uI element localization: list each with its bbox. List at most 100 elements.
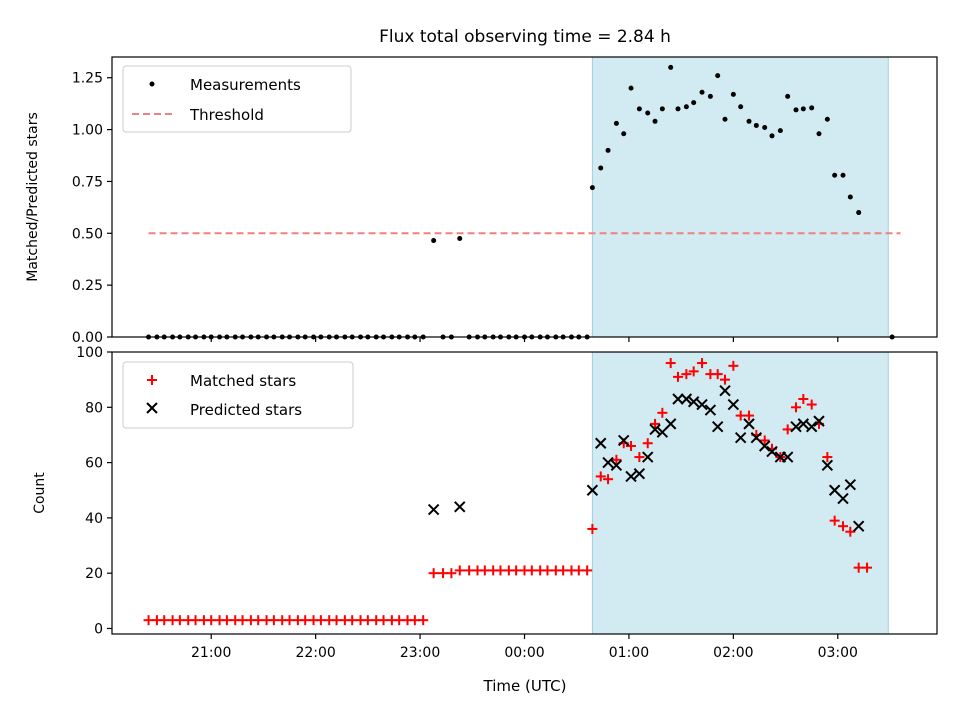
predicted-star-marker xyxy=(642,451,654,463)
predicted-star-marker xyxy=(727,398,740,411)
matched-star-marker xyxy=(159,615,170,626)
bottom-y-tick-label: 20 xyxy=(85,566,103,582)
top-y-tick-label: 0.00 xyxy=(72,330,103,346)
measurement-point xyxy=(645,110,651,116)
legend-threshold-label: Threshold xyxy=(189,106,264,124)
predicted-star-marker xyxy=(586,484,599,496)
predicted-star-marker xyxy=(649,423,661,436)
x-tick-label: 01:00 xyxy=(609,645,649,661)
matched-star-marker xyxy=(822,452,833,463)
matched-star-marker xyxy=(582,565,593,576)
matched-star-marker xyxy=(454,565,465,576)
matched-star-marker xyxy=(657,407,668,418)
predicted-star-marker xyxy=(790,420,802,433)
x-tick-label: 23:00 xyxy=(400,645,440,661)
bottom-y-tick-label: 100 xyxy=(76,345,103,361)
bottom-legend: Matched stars Predicted stars xyxy=(122,361,354,429)
legend-matched-label: Matched stars xyxy=(190,372,296,390)
measurement-point xyxy=(707,93,713,99)
matched-star-marker xyxy=(642,438,653,449)
matched-star-marker xyxy=(681,369,692,380)
matched-star-marker xyxy=(845,526,856,537)
matched-star-marker xyxy=(712,369,723,380)
matched-star-marker xyxy=(759,435,770,446)
measurement-point xyxy=(675,106,681,112)
predicted-star-marker xyxy=(625,470,637,483)
matched-star-marker xyxy=(495,565,506,576)
matched-star-marker xyxy=(838,521,849,532)
matched-star-marker xyxy=(446,568,457,579)
predicted-star-marker xyxy=(797,418,810,430)
matched-star-marker xyxy=(253,615,264,626)
matched-star-marker xyxy=(587,523,598,534)
predicted-star-marker xyxy=(664,418,677,430)
bottom-y-tick-label: 40 xyxy=(85,511,103,527)
matched-star-marker xyxy=(511,565,522,576)
top-panel: 0.00 0.25 0.50 0.75 1.00 1.25 Matched/Predict… xyxy=(25,56,938,346)
observing-interval-shade-bottom xyxy=(591,352,889,634)
measurement-point xyxy=(816,131,822,137)
measurement-point xyxy=(785,93,791,99)
chart-title: Flux total observing time = 2.84 h xyxy=(379,27,671,47)
matched-star-marker xyxy=(688,366,699,377)
matched-star-marker xyxy=(268,615,279,626)
matched-star-marker xyxy=(744,410,755,421)
matched-stars-points xyxy=(143,358,873,626)
predicted-star-marker xyxy=(618,434,630,447)
measurement-point xyxy=(715,73,721,79)
measurement-point xyxy=(598,165,604,171)
predicted-star-marker xyxy=(687,396,700,408)
matched-star-marker xyxy=(782,424,793,435)
matched-star-marker xyxy=(438,568,449,579)
measurement-point xyxy=(777,128,783,134)
measurement-point xyxy=(738,104,744,110)
measurement-point xyxy=(683,104,689,110)
predicted-star-marker xyxy=(719,384,731,397)
top-y-tick-label: 1.25 xyxy=(72,71,103,87)
bottom-y-tick-label: 60 xyxy=(85,456,103,472)
matched-star-marker xyxy=(735,410,746,421)
matched-star-marker xyxy=(611,454,622,465)
measurement-point xyxy=(746,118,752,124)
measurement-point xyxy=(793,107,799,113)
predicted-star-marker xyxy=(734,431,747,444)
matched-star-marker xyxy=(862,562,873,573)
predicted-star-marker xyxy=(766,445,778,458)
x-tick-label: 21:00 xyxy=(191,645,231,661)
predicted-star-marker xyxy=(672,393,684,405)
top-y-axis-label: Matched/Predicted stars xyxy=(25,112,41,282)
predicted-star-marker xyxy=(602,456,614,469)
predicted-star-marker xyxy=(837,492,849,505)
matched-star-marker xyxy=(190,615,201,626)
measurement-point xyxy=(800,106,806,112)
x-axis-label: Time (UTC) xyxy=(483,677,567,695)
predicted-star-marker xyxy=(427,503,440,516)
measurement-point xyxy=(613,120,619,126)
measurement-point xyxy=(457,235,463,241)
predicted-star-marker xyxy=(805,420,818,433)
measurement-point xyxy=(636,106,642,112)
matched-star-marker xyxy=(409,615,420,626)
matched-star-marker xyxy=(315,615,326,626)
matched-star-marker xyxy=(464,565,475,576)
predicted-star-marker xyxy=(704,404,717,416)
matched-star-marker xyxy=(595,471,606,482)
matched-star-marker xyxy=(394,615,405,626)
measurement-point xyxy=(605,147,611,153)
x-tick-label: 02:00 xyxy=(713,645,753,661)
matched-star-marker xyxy=(284,615,295,626)
measurement-point xyxy=(840,172,846,178)
predicted-star-marker xyxy=(633,467,646,480)
predicted-star-marker xyxy=(696,398,708,411)
matched-star-marker xyxy=(526,565,537,576)
matched-star-marker xyxy=(206,615,217,626)
predicted-star-marker xyxy=(781,451,794,463)
matched-star-marker xyxy=(665,358,676,369)
matched-star-marker xyxy=(221,615,232,626)
measurement-point xyxy=(762,125,768,131)
matched-star-marker xyxy=(853,562,864,573)
measurement-point xyxy=(691,100,697,106)
matched-star-marker xyxy=(558,565,569,576)
top-y-tick-label: 0.50 xyxy=(72,226,103,242)
